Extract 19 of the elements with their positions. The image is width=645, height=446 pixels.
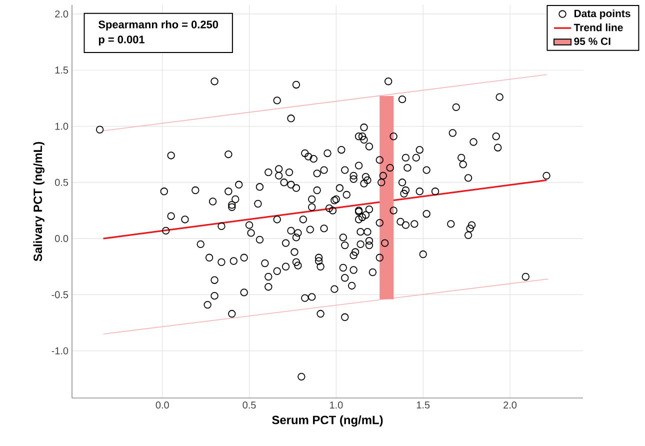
y-tick-label: -1.0 [52,347,68,354]
y-tick-label: 1.0 [55,122,68,130]
x-tick-label: 1.0 [330,402,343,409]
y-tick-label: 0.5 [55,178,68,186]
annotation: Spearmann rho = 0.250 [98,20,218,31]
y-tick-label: 0.0 [55,235,68,242]
x-axis-title: Serum PCT (ng/mL) [272,415,383,427]
y-tick-label: -0.5 [52,291,68,298]
legend-label: Trend line [574,24,623,32]
y-axis-title: Salivary PCT (ng/mL) [33,142,44,262]
x-tick-label: 0.5 [242,402,256,409]
x-tick-label: 0.0 [156,402,169,409]
x-tick-label: 2.0 [504,402,517,409]
y-tick-label: 2.0 [55,10,68,18]
x-tick-label: 1.5 [416,402,430,408]
y-tick-label: 1.5 [55,66,68,74]
annotation: p = 0.001 [98,36,144,46]
legend-label: 95 % CI [574,38,610,46]
legend-label: Data points [574,9,630,20]
